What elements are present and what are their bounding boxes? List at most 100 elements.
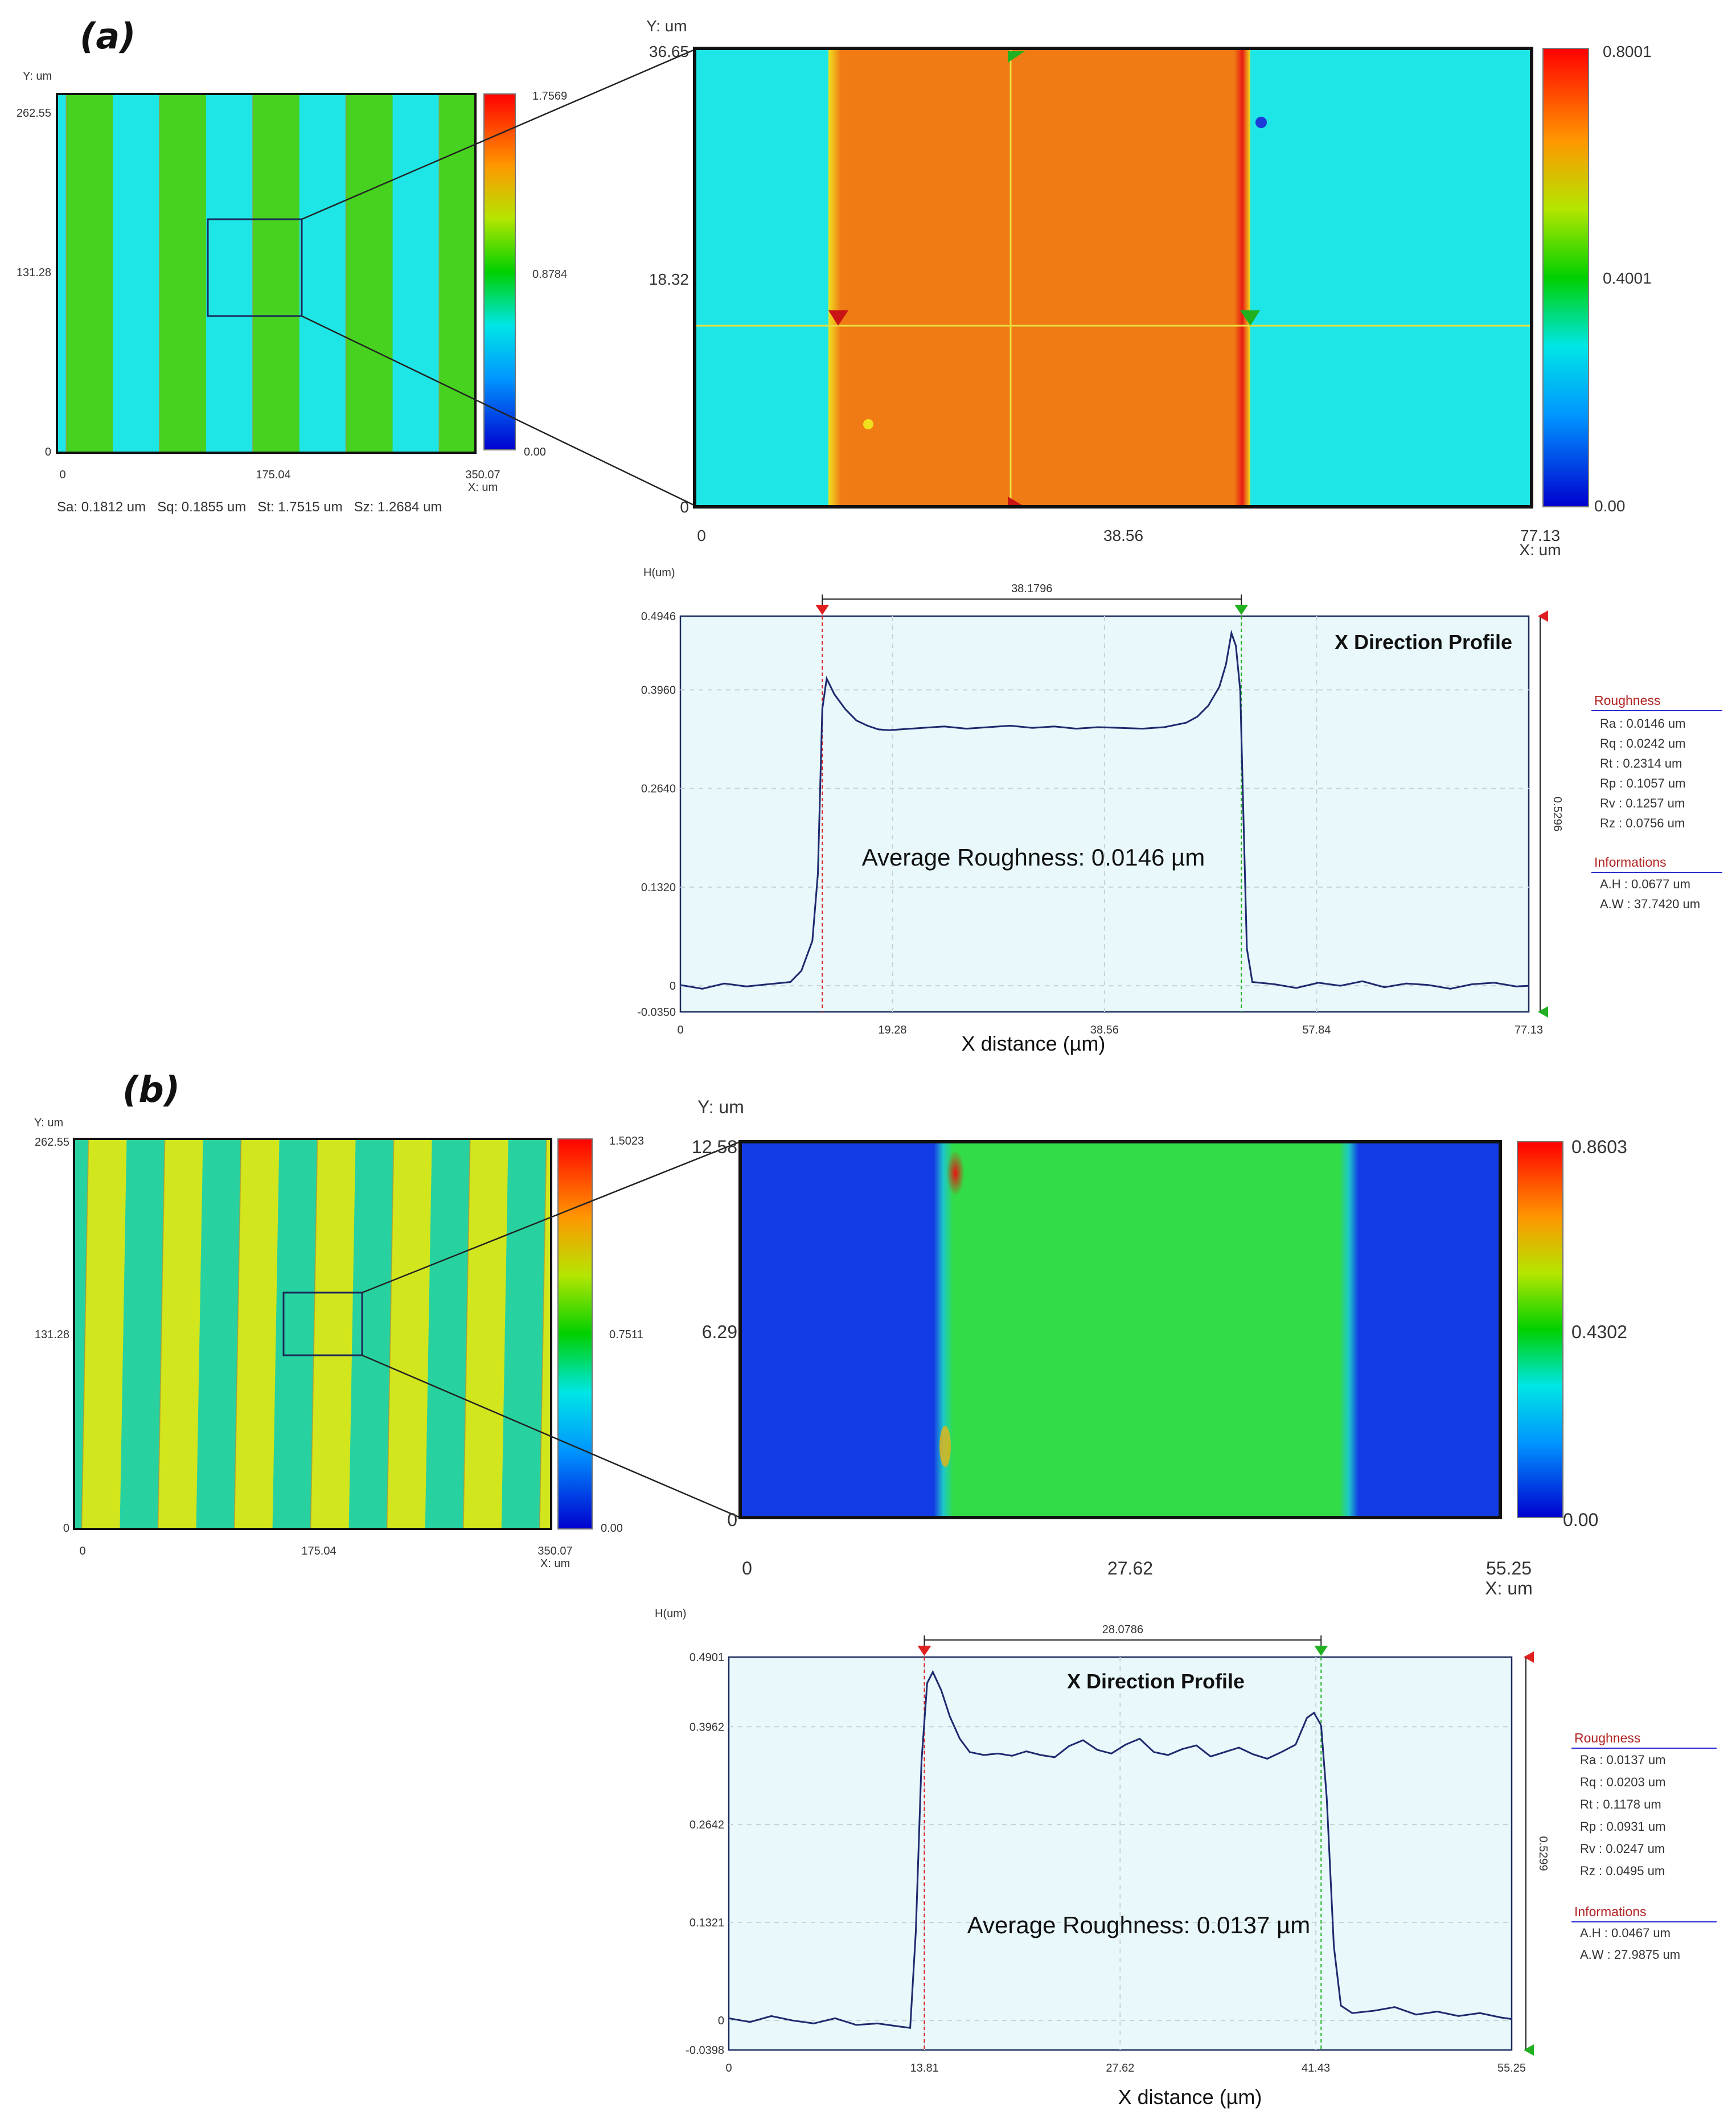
a-profile-width-dimension: [822, 594, 1242, 605]
a-overview-xtick-mid: 175.04: [256, 469, 290, 481]
a-zoom-red-bottom-marker: [1008, 497, 1025, 507]
a-zoom-green-right-marker: [1240, 310, 1260, 326]
b-ov-stripes-stripe-5: [463, 1139, 508, 1529]
a-zoom-ytick-top: 36.65: [649, 43, 689, 60]
a-profile-xtick-2: 38.56: [1090, 1024, 1119, 1036]
a-zoom-cbar-mid: 0.4001: [1603, 269, 1652, 287]
b-zoom-red-defect: [946, 1150, 965, 1196]
b-overview-xtick-left: 0: [79, 1545, 85, 1557]
a-profile-marker-triangle-1: [1234, 605, 1249, 615]
a-profile-height-bottom-marker: [1538, 1006, 1548, 1018]
b-zoom-x-axis-label: X: um: [1485, 1578, 1533, 1598]
a-ov-stripes-stripe-2: [252, 94, 299, 453]
b-overview-y-axis-label: Y: um: [34, 1117, 63, 1129]
a-zoom-x-axis-label: X: um: [1519, 541, 1561, 559]
a-zoom-green-top-marker: [1008, 51, 1025, 63]
b-profile-ytick-3: 0.1321: [690, 1917, 724, 1929]
b-overview-frame: [73, 1138, 552, 1530]
a-overview-map: Y: um 262.55 131.28 0 0 175.04 350.07 X:…: [17, 70, 567, 515]
a-overview-stripes: [57, 94, 475, 453]
a-zoom-yellow-defect: [863, 419, 873, 429]
a-zoom-map: Y: um 36.65 18.32 0 0 38.56 77.13 X: um …: [646, 17, 1652, 559]
b-ov-stripes-edge-5: [386, 1138, 395, 1530]
b-profile-width-label: 28.0786: [1102, 1623, 1143, 1636]
a-zoom-right-edge: [1234, 48, 1250, 507]
a-zoom-colorbar: [1542, 48, 1589, 507]
b-profile-ytick-5: -0.0398: [686, 2044, 724, 2057]
b-zoom-ytick-top: 12.58: [692, 1137, 737, 1157]
b-profile-ytick-4: 0: [718, 2015, 724, 2027]
a-profile-ytick-2: 0.2640: [641, 783, 676, 796]
a-profile-markers: [815, 605, 1249, 1012]
a-profile-height-top-marker: [1538, 610, 1548, 622]
a-profile-xtick-1: 19.28: [878, 1024, 906, 1036]
a-roughness-header: Roughness: [1594, 693, 1660, 708]
b-roughness-rp: Rp : 0.0931 um: [1580, 1819, 1665, 1834]
b-info-header: Informations: [1574, 1904, 1647, 1919]
b-zoom-y-axis-label: Y: um: [697, 1097, 744, 1117]
b-roughness-header: Roughness: [1574, 1731, 1640, 1745]
b-roughness-panel: Roughness Ra : 0.0137 um Rq : 0.0203 um …: [1571, 1731, 1717, 1962]
b-overview-x-axis-label: X: um: [540, 1557, 570, 1570]
b-overview-xtick-right: 350.07: [537, 1545, 572, 1557]
a-profile-ytick-3: 0.1320: [641, 881, 676, 894]
panel-a-label: (a): [80, 15, 136, 57]
b-profile-height-bottom-marker: [1524, 2044, 1534, 2056]
a-profile-xtick-4: 77.13: [1515, 1024, 1543, 1036]
a-overview-cbar-mid: 0.8784: [532, 268, 567, 281]
a-zoom-y-axis-label: Y: um: [646, 17, 687, 35]
b-zoom-ytick-mid: 6.29: [702, 1322, 737, 1342]
b-ov-stripes-stripe-6: [539, 1139, 551, 1529]
a-zoom-line-region: [834, 48, 1244, 507]
b-zoom-xtick-left: 0: [742, 1558, 752, 1578]
b-ov-stripes-edge-3: [233, 1138, 242, 1530]
a-overview-x-axis-label: X: um: [468, 481, 498, 494]
b-zoom-cbar-min: 0.00: [1563, 1510, 1598, 1530]
b-ov-stripes-edge-4: [310, 1138, 318, 1530]
b-zoom-map: Y: um 12.58 6.29 0 0 27.62 55.25 X: um 0…: [692, 1097, 1627, 1598]
b-profile-title: X Direction Profile: [1067, 1670, 1245, 1693]
b-ov-stripes-stripe-0: [81, 1139, 127, 1529]
b-ov-stripes-stripe-1: [158, 1139, 203, 1529]
a-zoom-xtick-left: 0: [697, 527, 706, 544]
a-profile-ytick-4: 0: [670, 980, 676, 993]
a-surface-stats: Sa: 0.1812 um Sq: 0.1855 um St: 1.7515 u…: [57, 499, 442, 515]
a-profile-height-dimension: [1538, 610, 1548, 1018]
b-zoom-ytick-bottom: 0: [727, 1510, 737, 1530]
b-ov-stripes-stripe-3: [310, 1139, 356, 1529]
a-zoom-cbar-max: 0.8001: [1603, 43, 1652, 60]
b-ov-stripes-edge-7: [539, 1138, 547, 1530]
b-zoom-connector-top: [362, 1141, 741, 1294]
b-roughness-rt: Rt : 0.1178 um: [1580, 1797, 1661, 1811]
b-zoom-xtick-mid: 27.62: [1107, 1558, 1153, 1578]
a-overview-xtick-right: 350.07: [465, 469, 500, 481]
a-profile-width-label: 38.1796: [1011, 583, 1052, 595]
a-roughness-panel: Roughness Ra : 0.0146 um Rq : 0.0242 um …: [1591, 693, 1722, 911]
b-profile-xtick-0: 0: [725, 2062, 732, 2074]
a-zoom-left-edge: [828, 48, 841, 507]
b-zoom-cbar-max: 0.8603: [1571, 1137, 1627, 1157]
a-profile-ytick-5: -0.0350: [637, 1006, 676, 1019]
b-zoom-frame: [738, 1140, 1502, 1519]
a-overview-ytick-mid: 131.28: [17, 266, 51, 279]
a-profile-height-label: 0.5296: [1551, 797, 1563, 831]
a-profile-ytick-1: 0.3960: [641, 684, 676, 696]
b-overview-map: Y: um 262.55 131.28 0 0 175.04 350.07 X:…: [34, 1117, 644, 1570]
a-overview-zoom-box: [207, 218, 303, 317]
b-profile-marker-triangle-0: [917, 1646, 931, 1656]
a-ov-stripes-stripe-3: [346, 94, 393, 453]
a-profile-grid: [680, 616, 1529, 1012]
a-zoom-xtick-mid: 38.56: [1103, 527, 1143, 544]
b-zoom-line-region: [950, 1142, 1344, 1518]
b-ov-stripes-edge-1: [81, 1138, 89, 1530]
a-profile-series-line: [680, 629, 1529, 990]
a-roughness-rt: Rt : 0.2314 um: [1600, 756, 1682, 770]
b-profile-ytick-1: 0.3962: [690, 1721, 724, 1733]
a-zoom-ytick-mid: 18.32: [649, 270, 689, 288]
b-profile-y-axis-label: H(um): [655, 1608, 687, 1620]
a-profile-marker-triangle-0: [815, 605, 830, 615]
b-profile-xtick-4: 55.25: [1497, 2062, 1526, 2074]
